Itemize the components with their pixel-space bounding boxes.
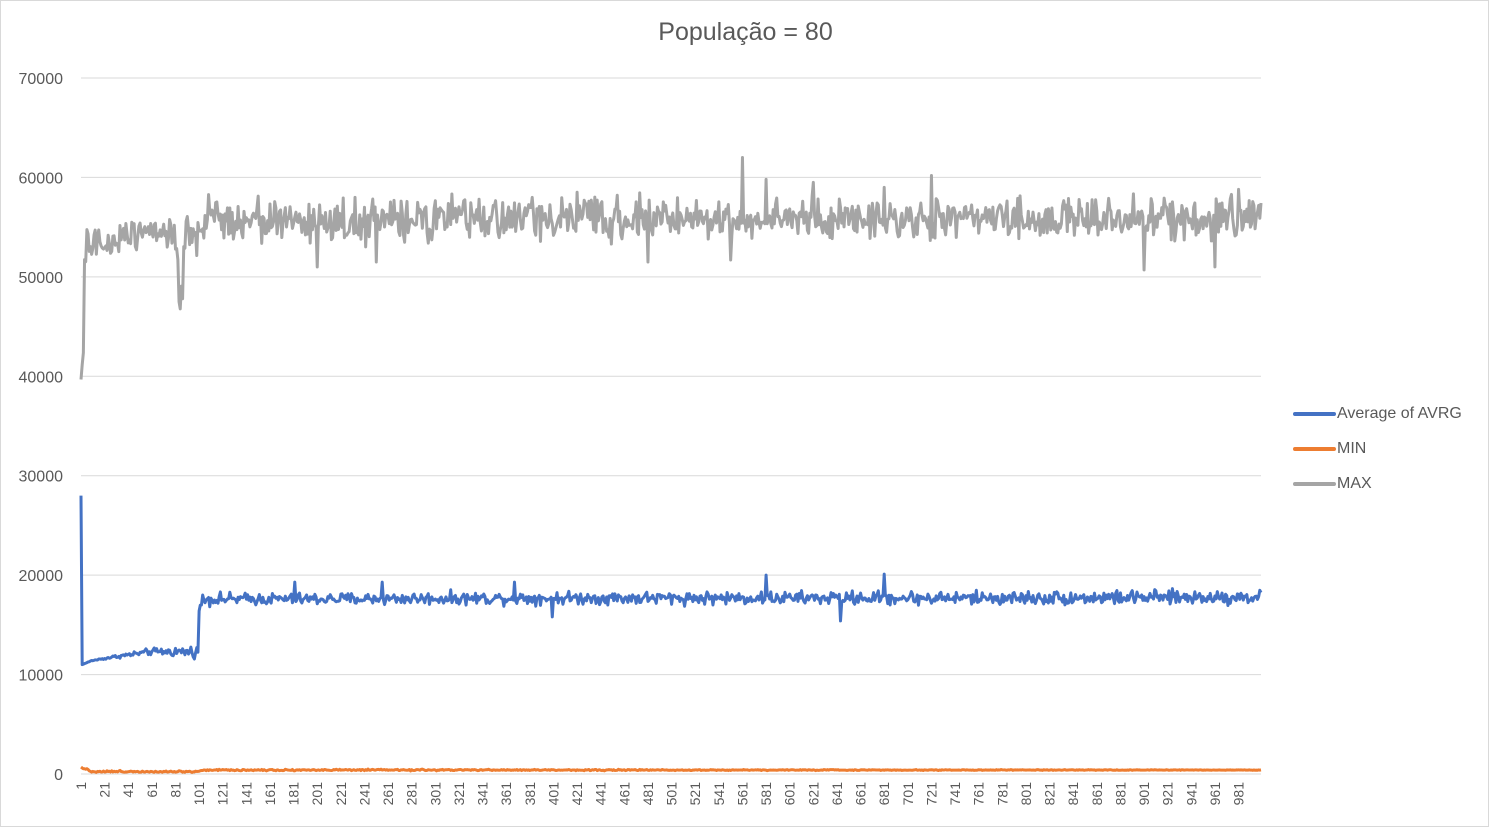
x-tick-label: 681 bbox=[876, 782, 892, 806]
x-tick-label: 141 bbox=[238, 782, 254, 806]
x-tick-label: 801 bbox=[1018, 782, 1034, 806]
x-tick-label: 201 bbox=[309, 782, 325, 806]
y-tick-label: 50000 bbox=[19, 270, 64, 287]
x-tick-label: 701 bbox=[900, 782, 916, 806]
legend-item-max: MAX bbox=[1293, 466, 1462, 501]
x-tick-label: 501 bbox=[664, 782, 680, 806]
x-tick-label: 841 bbox=[1065, 782, 1081, 806]
x-tick-label: 81 bbox=[167, 782, 183, 798]
y-tick-label: 0 bbox=[54, 767, 63, 784]
y-tick-label: 40000 bbox=[19, 369, 64, 386]
x-tick-label: 401 bbox=[545, 782, 561, 806]
legend-swatch-avrg bbox=[1293, 411, 1336, 416]
x-tick-label: 621 bbox=[805, 782, 821, 806]
series-line-min bbox=[80, 765, 1262, 774]
series-line-max bbox=[79, 156, 1263, 380]
y-tick-label: 10000 bbox=[19, 668, 64, 685]
legend-swatch-min bbox=[1293, 446, 1336, 451]
legend-label-max: MAX bbox=[1337, 474, 1372, 492]
x-tick-label: 281 bbox=[404, 782, 420, 806]
x-tick-label: 961 bbox=[1207, 782, 1223, 806]
legend-label-avrg: Average of AVRG bbox=[1337, 404, 1462, 422]
x-tick-label: 921 bbox=[1160, 782, 1176, 806]
x-tick-label: 301 bbox=[427, 782, 443, 806]
y-tick-label: 60000 bbox=[19, 170, 64, 187]
chart-title: População = 80 bbox=[658, 18, 833, 46]
y-tick-label: 70000 bbox=[19, 71, 64, 88]
x-tick-label: 581 bbox=[758, 782, 774, 806]
x-tick-label: 181 bbox=[286, 782, 302, 806]
x-tick-label: 381 bbox=[522, 782, 538, 806]
x-tick-label: 561 bbox=[734, 782, 750, 806]
x-tick-label: 661 bbox=[853, 782, 869, 806]
x-tick-label: 941 bbox=[1183, 782, 1199, 806]
y-tick-label: 20000 bbox=[19, 568, 64, 585]
x-tick-label: 261 bbox=[380, 782, 396, 806]
x-tick-label: 901 bbox=[1136, 782, 1152, 806]
x-tick-label: 61 bbox=[144, 782, 160, 798]
x-tick-label: 861 bbox=[1089, 782, 1105, 806]
x-tick-label: 221 bbox=[333, 782, 349, 806]
x-tick-label: 161 bbox=[262, 782, 278, 806]
legend-item-min: MIN bbox=[1293, 431, 1462, 466]
x-tick-label: 441 bbox=[593, 782, 609, 806]
legend-label-min: MIN bbox=[1337, 439, 1367, 457]
legend-item-avrg: Average of AVRG bbox=[1293, 396, 1462, 431]
x-tick-label: 461 bbox=[616, 782, 632, 806]
x-tick-label: 601 bbox=[782, 782, 798, 806]
chart-legend: Average of AVRG MIN MAX bbox=[1293, 396, 1462, 501]
x-tick-label: 341 bbox=[475, 782, 491, 806]
x-tick-label: 881 bbox=[1112, 782, 1128, 806]
x-tick-label: 321 bbox=[451, 782, 467, 806]
x-tick-label: 361 bbox=[498, 782, 514, 806]
x-tick-label: 981 bbox=[1231, 782, 1247, 806]
x-tick-label: 1 bbox=[73, 782, 89, 790]
x-tick-label: 21 bbox=[97, 782, 113, 798]
x-tick-label: 721 bbox=[923, 782, 939, 806]
x-tick-label: 421 bbox=[569, 782, 585, 806]
series-line-average-of-avrg bbox=[79, 495, 1263, 667]
x-tick-label: 541 bbox=[711, 782, 727, 806]
x-tick-label: 121 bbox=[215, 782, 231, 806]
y-tick-label: 30000 bbox=[19, 469, 64, 486]
x-tick-label: 761 bbox=[971, 782, 987, 806]
x-tick-label: 241 bbox=[356, 782, 372, 806]
x-tick-label: 521 bbox=[687, 782, 703, 806]
x-tick-label: 41 bbox=[120, 782, 136, 798]
x-tick-label: 741 bbox=[947, 782, 963, 806]
x-tick-label: 641 bbox=[829, 782, 845, 806]
x-tick-label: 781 bbox=[994, 782, 1010, 806]
x-tick-label: 101 bbox=[191, 782, 207, 806]
legend-swatch-max bbox=[1293, 481, 1336, 486]
x-tick-label: 481 bbox=[640, 782, 656, 806]
x-tick-label: 821 bbox=[1042, 782, 1058, 806]
